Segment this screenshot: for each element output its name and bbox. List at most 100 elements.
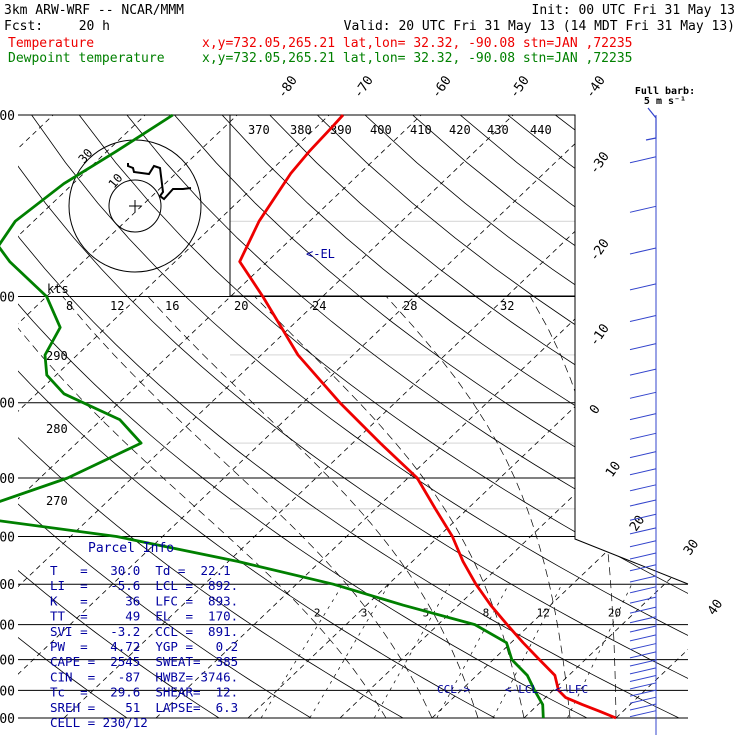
mixing-ratio-line-20 bbox=[567, 584, 633, 719]
hodograph-speed-label: 24 bbox=[312, 299, 326, 313]
lfc-label: <-LFC bbox=[555, 683, 588, 696]
valid-time: Valid: 20 UTC Fri 31 May 13 (14 MDT Fri … bbox=[344, 19, 735, 34]
isotherm-label: 30 bbox=[681, 537, 702, 558]
wind-barb bbox=[629, 247, 657, 255]
isotherm--30 bbox=[63, 115, 688, 719]
theta-label: 290 bbox=[46, 349, 68, 363]
dry-adiabat-360 bbox=[174, 115, 688, 719]
hodograph-ring-label: 10 bbox=[106, 171, 126, 191]
hodograph-speed-label: 32 bbox=[500, 299, 514, 313]
dry-adiabat-270 bbox=[18, 115, 312, 719]
hodograph-speed-label: 16 bbox=[165, 299, 179, 313]
theta-label: 270 bbox=[46, 494, 68, 508]
parcel-info-row: CAPE = 2545 SWEAT= 385 bbox=[50, 654, 238, 669]
pressure-label: 400 bbox=[0, 472, 15, 487]
isotherm-label: 0 bbox=[587, 402, 604, 417]
hodograph-ring-label: 30 bbox=[76, 146, 96, 166]
ccl-label: CCL-> bbox=[437, 683, 470, 696]
wind-barb bbox=[629, 596, 657, 604]
barb-legend-title: Full barb: bbox=[635, 86, 695, 97]
mixing-ratio-label: 20 bbox=[608, 607, 621, 620]
parcel-info-row: PW = 4.72 YGP = 0.2 bbox=[50, 639, 238, 654]
mixing-ratio-line-8 bbox=[436, 584, 510, 719]
isotherm-label: -50 bbox=[507, 73, 533, 101]
isotherm--20 bbox=[155, 115, 688, 719]
hodograph-ring-inner bbox=[108, 179, 162, 233]
wind-barb bbox=[629, 682, 657, 690]
pressure-label: 300 bbox=[0, 397, 15, 412]
wind-barbs bbox=[629, 107, 657, 735]
wind-barb bbox=[629, 391, 657, 399]
init-time: Init: 00 UTC Fri 31 May 13 bbox=[532, 3, 736, 18]
dry-adiabat-280 bbox=[18, 115, 404, 719]
theta-label: 440 bbox=[530, 123, 552, 137]
dry-adiabat-370 bbox=[221, 115, 688, 719]
isotherm-10 bbox=[431, 115, 688, 719]
theta-label: 410 bbox=[410, 123, 432, 137]
wind-barb bbox=[629, 651, 657, 659]
pressure-label: 200 bbox=[0, 291, 15, 306]
parcel-info-title: Parcel Info bbox=[88, 541, 174, 556]
sounding-profiles bbox=[0, 113, 617, 720]
wind-barb bbox=[629, 484, 657, 492]
pressure-label: 1000 bbox=[0, 712, 15, 727]
wind-barb bbox=[629, 710, 657, 718]
parcel-info-row: TT = 49 EL = 170. bbox=[50, 609, 238, 624]
temperature-line bbox=[238, 114, 617, 720]
wind-barb bbox=[629, 552, 657, 560]
parcel-info-row: T = 30.0 Td = 22.1 bbox=[50, 563, 231, 578]
mixing-ratio-label: 2 bbox=[314, 607, 321, 620]
moist-adiabat-20 bbox=[254, 296, 525, 719]
parcel-info-row: K = 36 LFC = 893. bbox=[50, 593, 238, 608]
dewpoint-location-info: x,y=732.05,265.21 lat,lon= 32.32, -90.08… bbox=[202, 51, 632, 66]
theta-label: 280 bbox=[46, 422, 68, 436]
isotherm-label: -10 bbox=[587, 321, 613, 349]
dry-adiabat-450 bbox=[602, 115, 688, 719]
mixing-ratio-line-2 bbox=[260, 584, 344, 719]
hodograph-speed-label: 28 bbox=[403, 299, 417, 313]
moist-adiabat-30 bbox=[529, 296, 617, 719]
pressure-label: 100 bbox=[0, 109, 15, 124]
hodograph-speed-label: 20 bbox=[234, 299, 248, 313]
dry-adiabat-350 bbox=[126, 115, 688, 719]
wind-barb bbox=[629, 314, 657, 322]
theta-label: 420 bbox=[449, 123, 471, 137]
wind-barb bbox=[629, 634, 657, 642]
hodograph-units: kts bbox=[47, 282, 69, 296]
isotherm-label: -70 bbox=[351, 73, 377, 101]
hodograph-trace bbox=[127, 163, 192, 201]
dry-adiabat-410 bbox=[412, 115, 688, 719]
wind-barb bbox=[629, 540, 657, 548]
parcel-info-row: LI = -5.6 LCL = 892. bbox=[50, 578, 238, 593]
isotherm-label: -40 bbox=[583, 73, 609, 101]
theta-label: 430 bbox=[487, 123, 509, 137]
isotherm-30 bbox=[615, 115, 688, 719]
dry-adiabat-250 bbox=[18, 115, 128, 719]
pressure-label: 900 bbox=[0, 684, 15, 699]
dry-adiabat-380 bbox=[269, 115, 688, 719]
isotherm-label: 40 bbox=[705, 597, 726, 618]
theta-label: 400 bbox=[370, 123, 392, 137]
wind-barb bbox=[629, 564, 657, 572]
moist-adiabat-25 bbox=[386, 296, 571, 719]
pressure-label: 700 bbox=[0, 619, 15, 634]
model-title: 3km ARW-WRF -- NCAR/MMM bbox=[4, 3, 184, 18]
wind-barb bbox=[629, 675, 657, 683]
isotherm-label: -20 bbox=[587, 236, 613, 264]
wind-barb bbox=[629, 156, 657, 164]
isotherm-0 bbox=[339, 115, 688, 719]
wind-barb bbox=[629, 659, 657, 667]
dry-adiabat-330 bbox=[31, 115, 688, 719]
wind-barb bbox=[629, 696, 657, 704]
isotherm-40 bbox=[708, 115, 740, 718]
temperature-legend: Temperature bbox=[8, 36, 94, 51]
theta-label: 370 bbox=[248, 123, 270, 137]
wind-barb bbox=[629, 343, 657, 351]
parcel-info-panel: Parcel Info T = 30.0 Td = 22.1LI = -5.6 … bbox=[50, 541, 238, 730]
wind-barb bbox=[629, 616, 657, 624]
hodograph-speed-label: 12 bbox=[110, 299, 124, 313]
mixing-ratio-line-5 bbox=[373, 584, 451, 719]
wind-barb bbox=[629, 368, 657, 376]
mixing-ratio-label: 8 bbox=[483, 607, 490, 620]
